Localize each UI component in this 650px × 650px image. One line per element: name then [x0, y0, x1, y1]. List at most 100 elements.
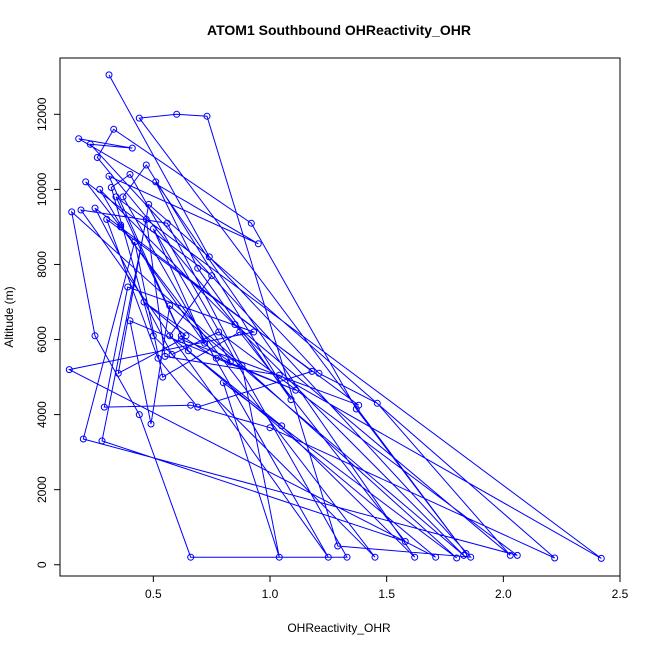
data-point — [117, 223, 125, 231]
data-point — [149, 225, 157, 233]
data-point — [187, 553, 195, 561]
data-point — [91, 332, 99, 340]
data-point — [343, 553, 351, 561]
data-point — [597, 554, 605, 562]
data-point — [173, 110, 181, 118]
data-point — [334, 542, 342, 550]
data-point — [135, 411, 143, 419]
x-tick-label: 0.5 — [145, 587, 162, 601]
data-point — [215, 328, 223, 336]
data-point — [110, 125, 118, 133]
data-point — [247, 219, 255, 227]
data-point — [65, 366, 73, 374]
data-point — [513, 551, 521, 559]
data-point — [75, 135, 83, 143]
data-point — [93, 154, 101, 161]
data-point — [166, 332, 174, 340]
plot-frame — [59, 57, 621, 577]
data-point — [154, 354, 162, 362]
data-point — [219, 379, 227, 387]
y-tick-label: 2000 — [35, 476, 49, 503]
data-point — [460, 551, 468, 559]
data-point — [145, 200, 153, 208]
data-point — [82, 178, 90, 186]
data-point — [161, 352, 169, 360]
data-point — [91, 204, 99, 212]
y-axis: 0 2000 4000 6000 8000 10000 12000 — [35, 97, 60, 568]
data-point — [96, 185, 104, 193]
data-point — [194, 403, 202, 411]
y-tick-label: 6000 — [35, 326, 49, 353]
data-point — [107, 184, 115, 191]
data-point — [98, 437, 106, 445]
data-point — [128, 144, 136, 152]
data-point — [142, 215, 150, 223]
x-tick-label: 1.5 — [378, 587, 395, 601]
data-point — [287, 396, 295, 404]
data-point — [168, 351, 176, 358]
plot-area — [65, 71, 605, 562]
data-point — [462, 550, 470, 557]
data-point — [205, 253, 213, 261]
data-point — [124, 283, 132, 291]
data-point — [86, 140, 94, 148]
data-point — [238, 362, 246, 370]
data-point — [275, 371, 283, 379]
data-point — [117, 221, 125, 229]
data-point — [292, 386, 300, 394]
data-point — [147, 420, 155, 428]
data-point — [142, 161, 150, 169]
data-point — [278, 422, 286, 430]
data-point — [275, 553, 283, 561]
chart-title: ATOM1 Southbound OHReactivity_OHR — [207, 22, 471, 38]
data-point — [177, 336, 185, 343]
data-point — [352, 405, 360, 413]
data-point — [432, 553, 440, 561]
series-line — [67, 74, 602, 559]
data-point — [467, 553, 475, 561]
x-axis: 0.5 1.0 1.5 2.0 2.5 — [145, 576, 629, 601]
data-point — [453, 554, 461, 562]
data-point — [201, 339, 209, 347]
data-point — [226, 358, 234, 366]
data-point — [236, 328, 244, 336]
data-point — [126, 170, 134, 178]
data-point — [266, 424, 274, 432]
data-point — [401, 538, 409, 545]
data-point — [135, 114, 143, 122]
data-point — [203, 112, 211, 120]
data-point — [159, 373, 167, 381]
data-point — [208, 272, 216, 280]
data-point — [506, 551, 514, 559]
y-tick-label: 4000 — [35, 401, 49, 428]
data-point — [131, 238, 139, 246]
data-point — [551, 554, 559, 562]
data-point — [79, 435, 87, 443]
data-point — [149, 332, 157, 340]
data-point — [77, 206, 85, 214]
data-point — [250, 328, 258, 336]
data-point — [308, 367, 316, 375]
x-tick-label: 1.0 — [262, 587, 279, 601]
data-point — [126, 317, 134, 325]
x-tick-label: 2.5 — [612, 587, 629, 601]
data-point — [100, 403, 108, 411]
x-tick-label: 2.0 — [495, 587, 512, 601]
data-point — [373, 399, 381, 407]
y-axis-label: Altitude (m) — [2, 286, 16, 347]
data-point — [152, 178, 160, 186]
data-point — [177, 332, 185, 340]
data-point — [163, 219, 171, 227]
data-point — [112, 193, 120, 201]
y-tick-label: 8000 — [35, 251, 49, 278]
data-point — [315, 369, 323, 377]
data-point — [140, 298, 148, 306]
data-point — [119, 193, 127, 201]
data-point — [212, 354, 220, 362]
data-point — [182, 332, 190, 340]
data-point — [371, 553, 379, 561]
data-point — [103, 215, 111, 223]
data-point — [184, 347, 192, 355]
data-point — [187, 401, 195, 409]
